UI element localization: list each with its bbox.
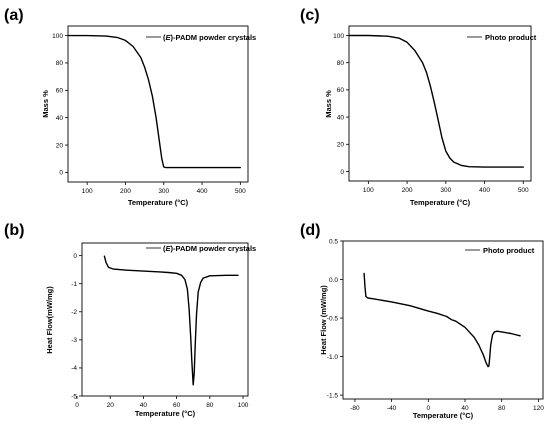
plot-frame — [342, 240, 544, 400]
x-tick-label: 500 — [235, 188, 246, 195]
x-tick-label: -80 — [350, 405, 360, 412]
series-line — [348, 34, 524, 168]
y-axis-label: Heat Flow (mW/mg) — [319, 285, 328, 355]
x-tick-label: 40 — [461, 405, 469, 412]
x-tick-label: 400 — [479, 187, 490, 194]
y-tick-label: 0 — [59, 170, 63, 177]
x-tick-label: 20 — [107, 402, 115, 409]
x-tick-label: 100 — [238, 402, 249, 409]
x-tick-label: 300 — [440, 187, 451, 194]
y-tick-label: -5 — [71, 393, 77, 400]
x-tick-label: 300 — [158, 188, 169, 195]
x-tick-label: 120 — [533, 405, 544, 412]
tick-marks: -80 -40 0 40 80 120 0.5 0.0 -0.5 -1.0 -1.5 — [327, 238, 544, 412]
x-tick-label: 60 — [173, 402, 181, 409]
legend-label: Photo product — [485, 33, 537, 42]
panel-c-tga-photoproduct: (c) 100 200 300 400 500 0 20 40 60 80 100 Photo pr… — [300, 7, 537, 207]
x-tick-label: 100 — [82, 188, 93, 195]
legend: (E)-PADM powder crystals — [146, 33, 256, 42]
x-tick-label: 200 — [402, 187, 413, 194]
x-tick-label: 0 — [75, 402, 79, 409]
x-axis-label: Temperature (°C) — [135, 409, 196, 418]
y-tick-label: 100 — [52, 33, 63, 40]
plot-frame — [67, 25, 249, 183]
y-tick-label: 0.5 — [329, 238, 338, 245]
series-line — [103, 255, 239, 386]
x-tick-label: 80 — [498, 405, 506, 412]
x-axis-label: Temperature (°C) — [410, 198, 471, 207]
x-tick-label: 80 — [206, 402, 214, 409]
y-tick-label: 20 — [337, 142, 345, 149]
y-tick-label: -1.5 — [327, 392, 339, 399]
legend: Photo product — [465, 246, 535, 255]
legend: (E)-PADM powder crystals — [146, 244, 256, 253]
y-tick-label: 0.0 — [329, 277, 338, 284]
panel-label-b: (b) — [4, 222, 24, 239]
y-tick-label: 80 — [56, 60, 64, 67]
plot-frame — [81, 242, 249, 397]
x-tick-label: 200 — [120, 188, 131, 195]
panel-a-tga-crystals: (a) 100 200 300 400 500 0 20 40 60 80 100 (E)-PADM… — [4, 7, 256, 207]
y-tick-label: 100 — [333, 33, 344, 40]
x-tick-label: 40 — [140, 402, 148, 409]
panel-label-c: (c) — [300, 7, 320, 24]
y-tick-label: 80 — [337, 60, 345, 67]
y-tick-label: -4 — [71, 365, 77, 372]
series-line — [363, 272, 521, 368]
legend-label: (E)-PADM powder crystals — [163, 244, 256, 253]
x-tick-label: 100 — [363, 187, 374, 194]
x-tick-label: 500 — [518, 187, 529, 194]
panel-label-d: (d) — [300, 222, 320, 239]
legend: Photo product — [467, 33, 537, 42]
plot-frame — [348, 25, 532, 182]
tick-marks: 100 200 300 400 500 0 20 40 60 80 100 — [333, 33, 529, 194]
panel-b-dsc-crystals: (b) 0 20 40 60 80 100 0 -1 -2 -3 -4 -5 (E)-PADM pow… — [4, 222, 256, 418]
y-tick-label: 20 — [56, 142, 64, 149]
legend-label: Photo product — [483, 246, 535, 255]
y-axis-label: Mass % — [324, 90, 333, 118]
y-tick-label: -2 — [71, 309, 77, 316]
y-tick-label: -1 — [71, 281, 77, 288]
y-axis-label: Mass % — [41, 90, 50, 118]
y-tick-label: 40 — [56, 115, 64, 122]
panel-label-a: (a) — [4, 7, 24, 24]
y-tick-label: 40 — [337, 114, 345, 121]
y-axis-label: Heat Flow(mW/mg) — [45, 286, 54, 354]
y-tick-label: -1.0 — [327, 354, 339, 361]
x-axis-label: Temperature (°C) — [128, 198, 189, 207]
y-tick-label: 60 — [56, 88, 64, 95]
x-tick-label: -40 — [387, 405, 397, 412]
y-tick-label: 0 — [340, 169, 344, 176]
legend-label: (E)-PADM powder crystals — [163, 33, 256, 42]
panel-d-dsc-photoproduct: (d) -80 -40 0 40 80 120 0.5 0.0 -0.5 -1.0 -1.5 Pho… — [300, 222, 544, 420]
x-axis-label: Temperature (°C) — [413, 411, 474, 420]
tick-marks: 100 200 300 400 500 0 20 40 60 80 100 — [52, 33, 246, 195]
y-tick-label: 0 — [73, 253, 77, 260]
y-tick-label: -3 — [71, 337, 77, 344]
y-tick-label: -0.5 — [327, 315, 339, 322]
tick-marks: 0 20 40 60 80 100 0 -1 -2 -3 -4 -5 — [71, 253, 249, 409]
x-tick-label: 400 — [197, 188, 208, 195]
y-tick-label: 60 — [337, 87, 345, 94]
series-line — [67, 34, 241, 169]
x-tick-label: 0 — [427, 405, 431, 412]
